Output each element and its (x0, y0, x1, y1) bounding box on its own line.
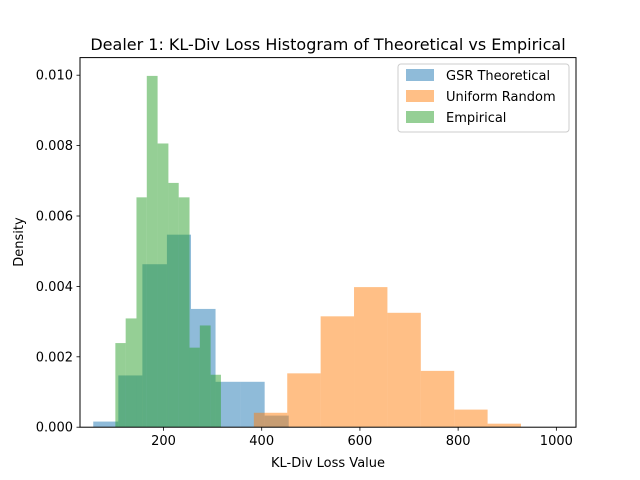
bar-empirical-1 (125, 318, 137, 428)
bar-uniform-random-5 (420, 370, 455, 428)
bars-layer (93, 75, 521, 428)
legend-label: Empirical (446, 111, 506, 126)
bar-empirical-6 (178, 197, 190, 428)
bar-gsr-theoretical-0 (93, 421, 119, 428)
y-axis-label: Density (12, 217, 27, 267)
legend-swatch-empirical (406, 111, 434, 123)
bar-uniform-random-0 (253, 412, 288, 428)
bar-uniform-random-1 (287, 373, 321, 428)
y-tick-label: 0.010 (36, 69, 73, 84)
y-tick-label: 0.000 (36, 421, 73, 436)
plot-frame (79, 57, 577, 428)
legend: GSR Theoretical Uniform Random Empirical (397, 63, 570, 133)
bar-uniform-random-7 (487, 423, 521, 428)
bar-uniform-random-2 (320, 316, 355, 428)
bar-empirical-2 (136, 197, 147, 428)
bar-empirical-7 (189, 347, 200, 428)
legend-swatch-gsr-theoretical (406, 69, 434, 81)
bar-uniform-random-6 (454, 409, 488, 428)
y-tick-label: 0.002 (36, 350, 73, 365)
legend-label: Uniform Random (446, 90, 556, 105)
bar-empirical-5 (168, 182, 179, 428)
x-tick-label: 200 (151, 434, 176, 449)
bar-empirical-4 (157, 143, 169, 428)
bar-empirical-9 (210, 374, 221, 428)
bar-empirical-3 (146, 75, 158, 428)
bar-empirical-8 (199, 325, 211, 428)
x-tick-label: 600 (348, 434, 373, 449)
x-tick-label: 1000 (540, 434, 573, 449)
bar-uniform-random-3 (354, 287, 388, 428)
x-tick-label: 800 (446, 434, 471, 449)
legend-swatch-uniform-random (406, 90, 434, 102)
y-tick-label: 0.004 (36, 280, 73, 295)
chart-title: Dealer 1: KL-Div Loss Histogram of Theor… (90, 35, 565, 54)
bar-uniform-random-4 (387, 312, 421, 428)
x-tick-label: 400 (249, 434, 274, 449)
legend-label: GSR Theoretical (446, 69, 550, 84)
legend-box (397, 63, 570, 133)
x-axis-label: KL-Div Loss Value (271, 456, 385, 471)
y-tick-label: 0.008 (36, 139, 73, 154)
x-axis-ticks: 200 400 600 800 1000 (151, 427, 573, 449)
bar-empirical-0 (115, 343, 126, 428)
y-axis-ticks: 0.000 0.002 0.004 0.006 0.008 0.010 (36, 69, 80, 436)
y-tick-label: 0.006 (36, 210, 73, 225)
